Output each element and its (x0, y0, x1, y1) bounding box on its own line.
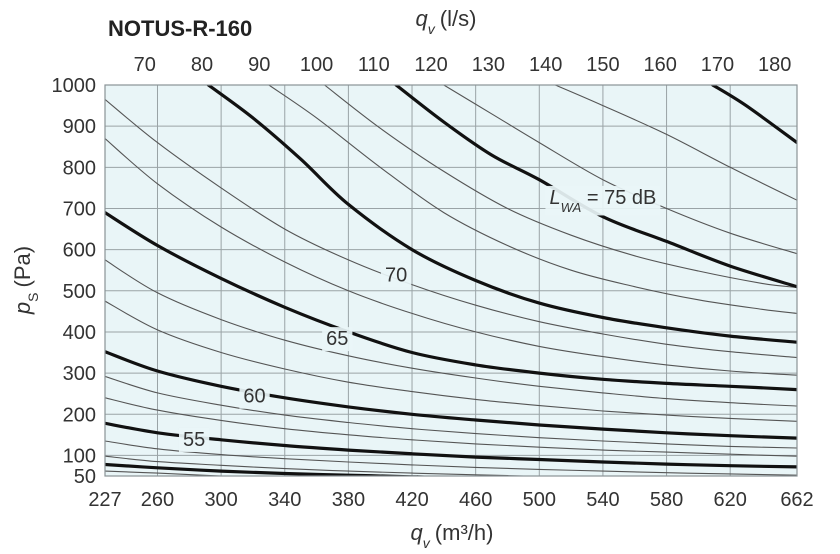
contour-label-group: 70 (380, 263, 412, 288)
y-tick-label: 900 (63, 116, 96, 138)
minor-sound-level-curve (105, 375, 797, 449)
axis-layer: 227 260 300 340 380 420 460 500 540 580 620 662 70 80… (52, 54, 814, 511)
x-top-tick-label: 100 (300, 54, 333, 76)
x-bottom-tick-label: 227 (88, 489, 121, 511)
x-bottom-tick-label: 300 (204, 489, 237, 511)
minor-sound-level-curve (105, 259, 797, 407)
x-top-tick-label: 180 (758, 54, 791, 76)
y-axis-title-symbol: p (10, 302, 35, 315)
contour-label-group: 55 (178, 427, 210, 452)
contour-label-gap (322, 327, 353, 352)
major-sound-level-curve (105, 462, 437, 476)
contour-label: 65 (326, 328, 348, 350)
y-tick-label: 600 (63, 240, 96, 262)
top-axis-title-unit: (l/s) (440, 6, 477, 31)
x-bottom-tick-label: 540 (586, 489, 619, 511)
minor-sound-level-curve (443, 85, 797, 255)
plot-background (105, 85, 797, 476)
y-tick-label: 200 (63, 404, 96, 426)
y-axis-title: pS (Pa) (10, 246, 41, 315)
minor-sound-level-curve (105, 455, 546, 476)
x-top-tick-label: 90 (248, 54, 270, 76)
x-top-tick-label: 120 (414, 54, 447, 76)
contour-label-gap (178, 427, 210, 452)
y-tick-label: 1000 (52, 75, 97, 97)
bottom-axis-title-symbol: q (411, 520, 424, 545)
x-bottom-tick-label: 620 (713, 489, 746, 511)
y-tick-label: 300 (63, 363, 96, 385)
x-bottom-tick-label: 662 (780, 489, 813, 511)
y-tick-label: 700 (63, 198, 96, 220)
minor-sound-level-curve (105, 470, 237, 476)
minor-sound-level-curve (554, 85, 797, 201)
major-sound-level-curve (105, 350, 797, 440)
minor-sound-level-curve (323, 85, 797, 289)
x-bottom-tick-label: 580 (650, 489, 683, 511)
y-tick-label: 50 (74, 466, 96, 488)
y-axis-title-subscript: S (25, 292, 41, 301)
contour-label-gap (380, 263, 412, 288)
minor-sound-level-curve (105, 440, 797, 476)
x-bottom-tick-label: 420 (395, 489, 428, 511)
plot-frame (104, 84, 798, 477)
chart-title: NOTUS-R-160 (108, 16, 252, 41)
top-axis-title-symbol: q (416, 6, 429, 31)
minor-sound-level-curve (105, 397, 797, 457)
contour-label: 70 (385, 264, 407, 286)
x-bottom-tick-label: 460 (459, 489, 492, 511)
contour-label: 60 (243, 386, 265, 408)
minor-sound-level-curve (105, 300, 797, 422)
x-top-tick-label: 150 (586, 54, 619, 76)
contour-label-layer: 55 60 65 70 LWA = 75 dB (178, 185, 661, 452)
contour-label-group: 60 (239, 384, 270, 409)
bottom-axis-title-unit: (m³/h) (435, 520, 494, 545)
contour-label: LWA = 75 dB (549, 187, 656, 215)
top-axis-title-subscript: v (428, 21, 436, 37)
contour-label-value: 75 dB (604, 187, 656, 209)
contour-label: 55 (183, 429, 205, 451)
contour-label-gap (239, 384, 270, 409)
x-bottom-tick-label: 260 (141, 489, 174, 511)
x-top-tick-label: 170 (701, 54, 734, 76)
contour-label-group: 65 (322, 327, 353, 352)
x-top-tick-label: 110 (358, 54, 390, 76)
x-bottom-tick-label: 380 (332, 489, 365, 511)
bottom-axis-title: qv (m³/h) (411, 520, 494, 551)
contour-label-group: LWA = 75 dB (545, 185, 661, 216)
major-sound-level-curve (105, 421, 797, 469)
top-axis-title: qv (l/s) (416, 6, 477, 37)
minor-sound-level-curve (105, 137, 797, 376)
contour-label-separator: = (581, 187, 604, 209)
contour-label-prefix: L (549, 187, 560, 209)
contour-label-prefix-subscript: WA (561, 199, 582, 214)
x-top-tick-label: 70 (134, 54, 156, 76)
y-tick-label: 400 (63, 322, 96, 344)
minor-sound-level-curve (105, 98, 797, 359)
major-sound-level-curve (206, 85, 797, 344)
y-axis-title-unit: (Pa) (10, 246, 35, 288)
x-top-tick-label: 140 (529, 54, 562, 76)
x-bottom-tick-label: 340 (268, 489, 301, 511)
minor-sound-level-curve (268, 85, 797, 314)
y-tick-label: 500 (63, 281, 96, 303)
y-tick-label: 800 (63, 157, 96, 179)
contour-label-gap (545, 185, 661, 216)
x-top-tick-label: 80 (191, 54, 213, 76)
x-bottom-tick-label: 500 (523, 489, 556, 511)
x-top-tick-label: 160 (644, 54, 677, 76)
major-sound-level-curve (711, 85, 797, 145)
y-tick-label: 100 (63, 445, 96, 467)
major-sound-level-curve (105, 211, 797, 392)
x-top-tick-label: 130 (472, 54, 505, 76)
bottom-axis-title-subscript: v (423, 535, 431, 551)
